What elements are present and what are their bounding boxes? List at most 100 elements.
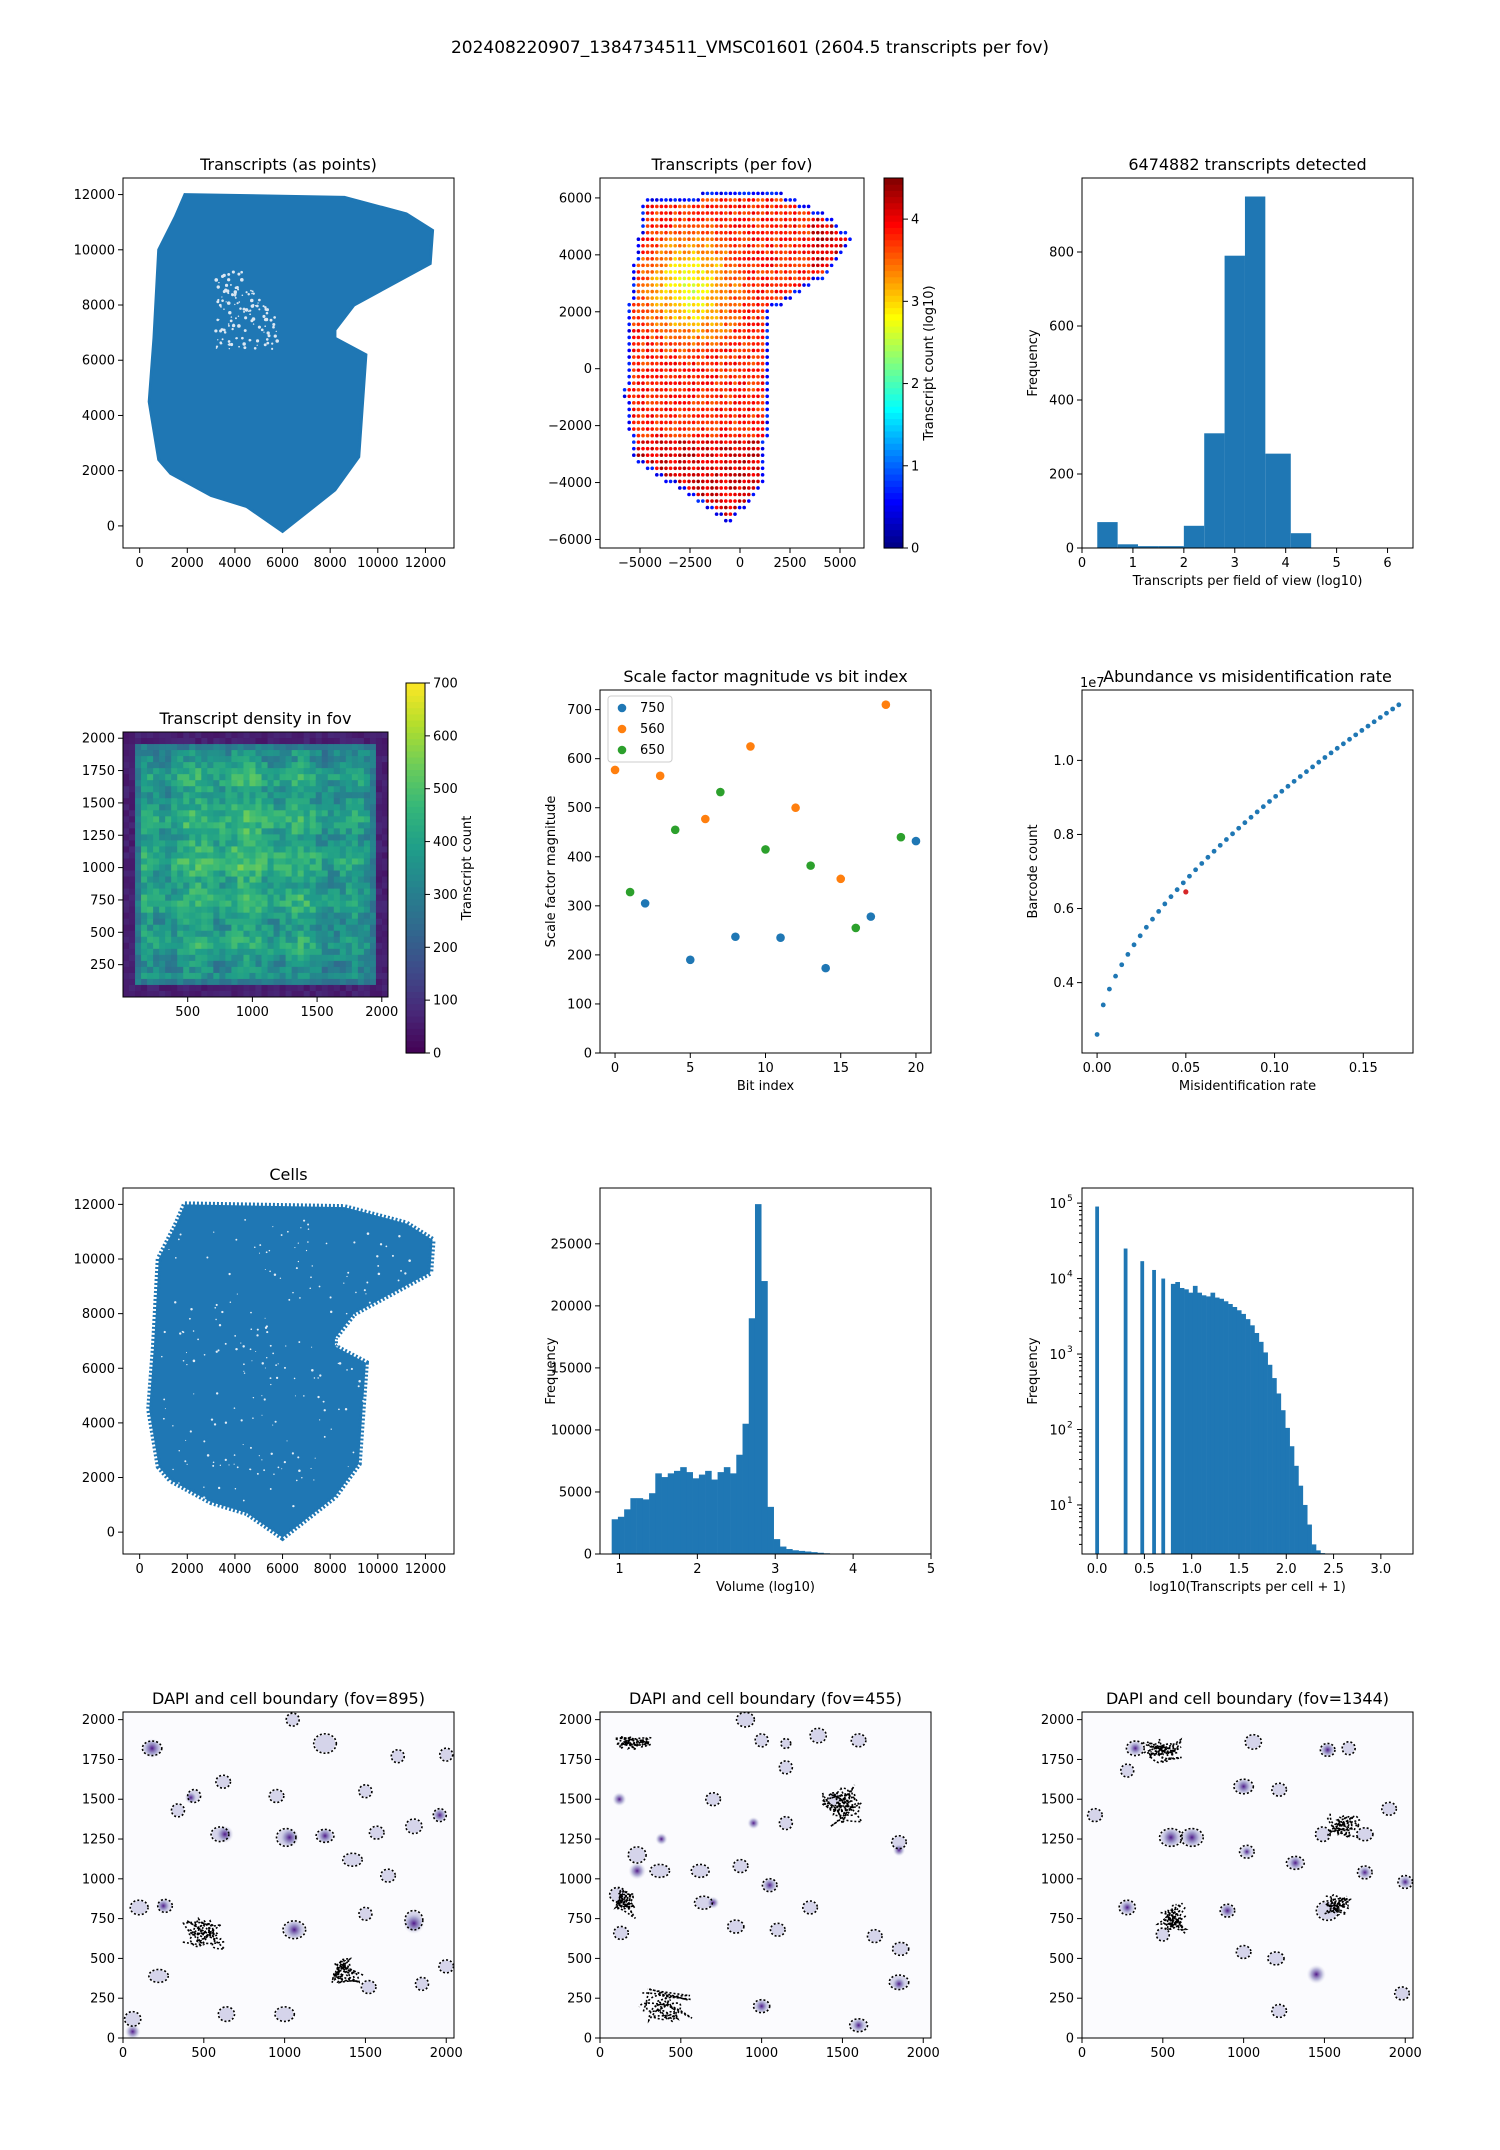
density-cell: [141, 960, 148, 968]
density-cell: [171, 978, 178, 986]
density-cell: [267, 810, 275, 817]
fov-point: [701, 466, 705, 471]
density-cell: [279, 810, 287, 817]
fov-point: [668, 309, 673, 314]
colorbar-step: [884, 184, 903, 191]
density-cell: [231, 732, 238, 739]
fov-point: [710, 479, 714, 484]
density-cell: [195, 984, 202, 992]
density-cell: [351, 864, 359, 872]
density-cell: [315, 864, 323, 872]
density-cell: [219, 924, 226, 932]
fov-point: [714, 512, 719, 516]
dapi-blob: [1128, 1741, 1143, 1756]
density-cell: [369, 984, 377, 992]
density-cell: [345, 984, 353, 992]
density-cell: [363, 738, 371, 745]
density-cell: [189, 894, 196, 902]
sparse-point: [231, 327, 234, 331]
fov-point: [705, 243, 710, 248]
density-cell: [201, 990, 208, 998]
count-bar: [1236, 1310, 1242, 1554]
fov-point: [724, 355, 728, 359]
density-cell: [195, 744, 202, 751]
x-tick-label: 3: [1231, 556, 1239, 571]
density-cell: [327, 894, 335, 902]
fov-point: [760, 414, 765, 418]
fov-point: [834, 224, 838, 228]
fov-point: [655, 276, 659, 281]
fov-point: [765, 420, 769, 425]
fov-point: [719, 204, 723, 209]
density-cell: [135, 918, 142, 926]
fov-point: [636, 440, 641, 444]
fov-point: [668, 407, 673, 412]
fov-point: [691, 224, 696, 228]
fov-point: [691, 466, 696, 471]
scale-factor-point: [776, 933, 785, 943]
fov-point: [627, 335, 631, 340]
density-cell: [243, 744, 250, 751]
volume-bar: [667, 1473, 675, 1554]
fov-point: [760, 243, 765, 248]
density-cell: [213, 864, 220, 872]
sparse-cell-point: [314, 1457, 316, 1459]
sparse-cell-point: [286, 1440, 288, 1442]
density-cell: [315, 906, 323, 914]
density-cell: [153, 936, 160, 944]
density-cell: [237, 792, 244, 799]
fov-point: [737, 263, 742, 268]
density-cell: [243, 888, 250, 896]
density-cell: [243, 780, 250, 787]
abundance-point: [1328, 750, 1334, 756]
density-cell: [135, 840, 142, 847]
fov-point: [650, 368, 654, 372]
fov-point: [742, 335, 746, 340]
density-cell: [249, 762, 256, 769]
density-cell: [165, 930, 172, 938]
density-cell: [153, 954, 160, 962]
density-cell: [315, 852, 323, 859]
count-bar: [1289, 1446, 1295, 1554]
threshold-point: [1183, 889, 1189, 895]
colorbar-step: [884, 517, 903, 524]
density-cell: [231, 972, 238, 980]
density-cell: [315, 816, 323, 823]
fov-point: [788, 230, 792, 235]
fov-point: [664, 309, 668, 314]
density-cell: [345, 786, 353, 793]
fov-point: [714, 191, 719, 196]
density-cell: [195, 750, 202, 757]
fov-point: [733, 407, 737, 412]
fov-point: [682, 243, 687, 248]
fov-point: [756, 374, 760, 379]
density-cell: [327, 768, 335, 775]
dapi-blob: [432, 1808, 447, 1823]
fov-point: [650, 374, 654, 379]
x-tick-label: 0: [736, 556, 744, 571]
cell-boundary-cluster: [1155, 1902, 1189, 1934]
fov-point: [701, 296, 705, 300]
fov-point: [650, 459, 654, 464]
cell-boundary: [752, 1998, 771, 2014]
volume-bar: [649, 1493, 656, 1554]
density-cell: [123, 858, 130, 865]
fov-point: [682, 335, 687, 340]
density-cell: [255, 858, 263, 865]
fov-point: [765, 368, 769, 372]
colorbar-tick-label: 500: [433, 782, 458, 797]
fov-point: [770, 230, 774, 235]
fov-point: [770, 289, 774, 294]
fov-point: [682, 276, 687, 281]
density-cell: [147, 978, 154, 986]
density-cell: [273, 894, 281, 902]
fov-point: [719, 453, 723, 458]
fov-point: [733, 283, 737, 287]
density-cell: [177, 858, 184, 865]
fov-point: [774, 204, 779, 209]
fov-point: [733, 237, 737, 241]
sparse-cell-point: [243, 1372, 246, 1374]
density-cell: [177, 738, 184, 745]
fov-point: [728, 322, 733, 327]
density-cell: [207, 924, 214, 932]
